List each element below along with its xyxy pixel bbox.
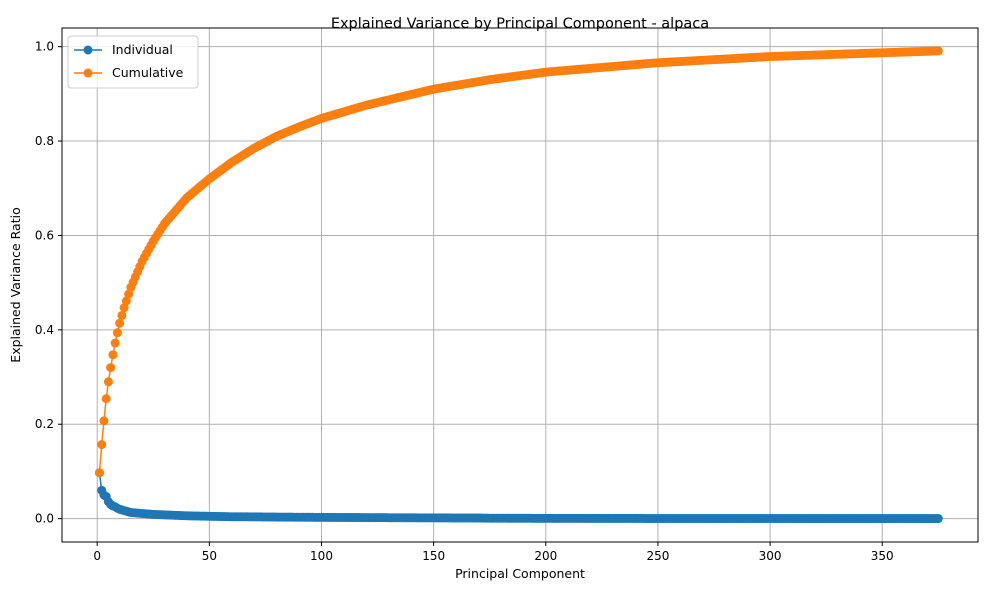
data-point-cumulative xyxy=(99,416,109,426)
legend: Individual Cumulative xyxy=(67,35,199,89)
y-tick-label: 0.2 xyxy=(35,417,54,431)
x-tick-label: 250 xyxy=(646,549,669,563)
series-cumulative xyxy=(94,46,943,478)
series-individual xyxy=(94,468,943,524)
plot-area-frame xyxy=(61,27,979,543)
x-tick-label: 0 xyxy=(93,549,101,563)
y-tick-label: 0.8 xyxy=(35,134,54,148)
data-point-cumulative xyxy=(112,328,122,338)
x-tick-label: 200 xyxy=(534,549,557,563)
x-axis-ticks: 0 50 100 150 200 250 300 350 xyxy=(93,542,894,563)
data-point-cumulative xyxy=(124,289,134,299)
data-point-cumulative xyxy=(121,296,131,306)
data-point-cumulative xyxy=(103,377,113,387)
data-point-cumulative xyxy=(119,303,129,313)
y-tick-label: 1.0 xyxy=(35,40,54,54)
y-tick-label: 0.6 xyxy=(35,228,54,242)
legend-marker-cumulative xyxy=(83,68,93,78)
chart-title: Explained Variance by Principal Componen… xyxy=(331,16,709,32)
data-point-cumulative xyxy=(115,318,125,328)
data-point-cumulative xyxy=(117,310,127,320)
legend-frame xyxy=(67,35,199,89)
data-point-cumulative xyxy=(97,440,107,450)
data-point-cumulative xyxy=(110,338,120,348)
y-tick-label: 0.4 xyxy=(35,323,54,337)
legend-label-cumulative: Cumulative xyxy=(112,65,184,80)
data-point-cumulative xyxy=(108,350,118,360)
data-point-cumulative xyxy=(933,46,943,56)
data-point-cumulative xyxy=(101,394,111,404)
x-axis-label: Principal Component xyxy=(455,566,585,581)
data-point-cumulative xyxy=(94,468,104,478)
x-tick-label: 50 xyxy=(202,549,217,563)
y-axis-label: Explained Variance Ratio xyxy=(8,207,23,362)
y-tick-label: 0.0 xyxy=(35,512,54,526)
series-layer xyxy=(94,46,943,524)
x-tick-label: 100 xyxy=(310,549,333,563)
x-tick-label: 300 xyxy=(759,549,782,563)
x-tick-label: 150 xyxy=(422,549,445,563)
legend-label-individual: Individual xyxy=(112,42,173,57)
data-point-individual xyxy=(933,514,943,524)
x-tick-label: 350 xyxy=(871,549,894,563)
data-point-cumulative xyxy=(106,363,116,373)
y-axis-ticks: 0.0 0.2 0.4 0.6 0.8 1.0 xyxy=(35,40,62,526)
legend-marker-individual xyxy=(83,45,93,55)
